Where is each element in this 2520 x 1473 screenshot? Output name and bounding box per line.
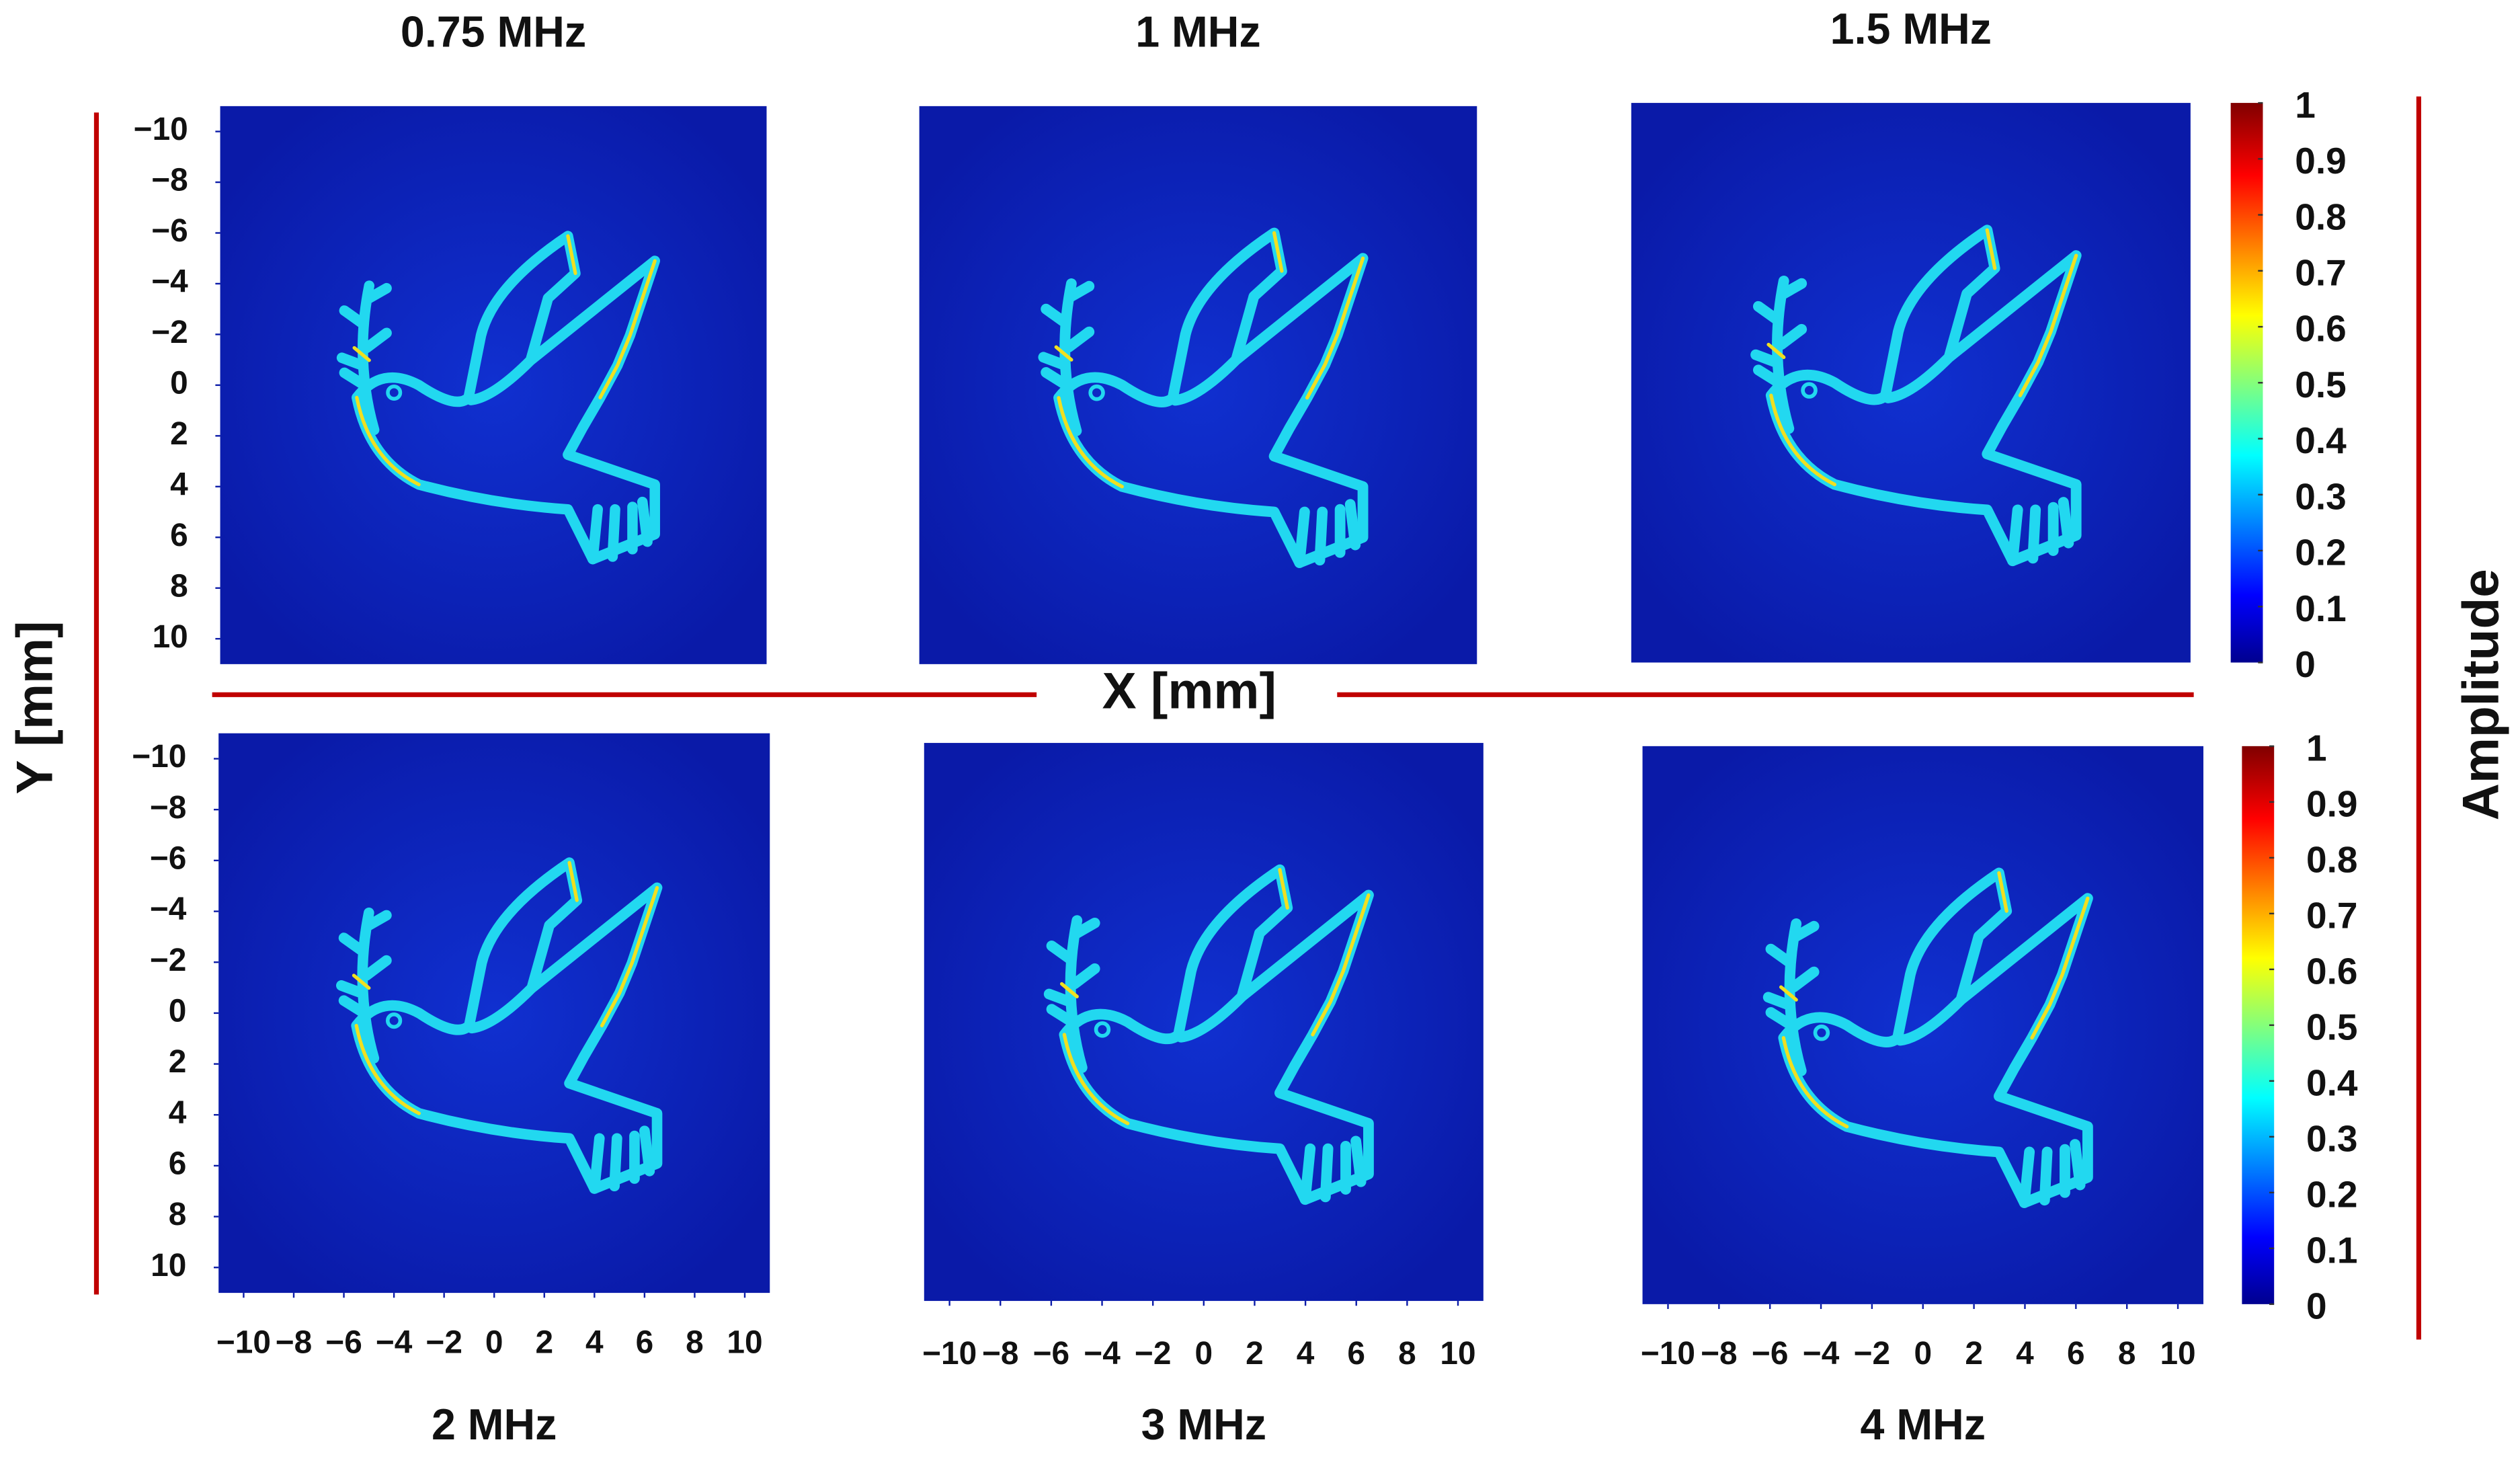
colorbar-tick-label: 0 bbox=[2306, 1285, 2327, 1327]
y-tick-label: −6 bbox=[150, 841, 187, 877]
x-tick-label: −6 bbox=[325, 1324, 362, 1360]
colorbar-tick-label: 0.8 bbox=[2306, 839, 2357, 881]
y-tick-label: −6 bbox=[151, 213, 188, 249]
x-tick-label: 0 bbox=[1914, 1336, 1932, 1371]
colorbar-tick-label: 0.9 bbox=[2306, 783, 2357, 825]
y-tick-label: −2 bbox=[150, 943, 187, 978]
colorbar-tick-label: 0.9 bbox=[2295, 140, 2346, 182]
x-tick-label: 6 bbox=[636, 1324, 654, 1360]
x-tick-label: −6 bbox=[1752, 1336, 1789, 1371]
y-tick-label: 8 bbox=[170, 568, 188, 604]
y-axis-label: Y [mm] bbox=[7, 621, 64, 794]
colorbar-tick-label: 0.7 bbox=[2295, 251, 2346, 293]
x-tick-label: −8 bbox=[982, 1336, 1019, 1371]
colorbar-tick-label: 0.1 bbox=[2295, 588, 2346, 629]
x-tick-label: 2 bbox=[1965, 1336, 1983, 1371]
panel-title: 3 MHz bbox=[1141, 1400, 1266, 1449]
colorbar-tick-label: 1 bbox=[2295, 84, 2316, 126]
x-tick-label: 4 bbox=[585, 1324, 604, 1360]
x-tick-label: −4 bbox=[1084, 1336, 1121, 1371]
colorbar-tick-label: 0.8 bbox=[2295, 196, 2346, 237]
colorbar-tick-label: 0.5 bbox=[2295, 364, 2346, 405]
x-tick-label: 4 bbox=[1297, 1336, 1315, 1371]
colorbar-tick-label: 0.5 bbox=[2306, 1006, 2357, 1048]
colorbar-tick-label: 0.2 bbox=[2306, 1174, 2357, 1216]
colorbar-tick-label: 1 bbox=[2306, 727, 2327, 769]
x-tick-label: 4 bbox=[2016, 1336, 2034, 1371]
panel-title: 4 MHz bbox=[1861, 1400, 1986, 1449]
y-tick-label: 2 bbox=[169, 1044, 187, 1080]
panel-title: 2 MHz bbox=[432, 1400, 557, 1449]
x-tick-label: −4 bbox=[376, 1324, 413, 1360]
colorbar-tick-label: 0.4 bbox=[2295, 420, 2347, 461]
y-tick-label: −8 bbox=[151, 163, 188, 198]
x-tick-label: 2 bbox=[1246, 1336, 1264, 1371]
x-tick-label: −10 bbox=[922, 1336, 977, 1371]
x-tick-label: 2 bbox=[535, 1324, 553, 1360]
colorbar-tick-label: 0.7 bbox=[2306, 895, 2357, 937]
colorbar bbox=[2230, 103, 2263, 663]
colorbar-tick-label: 0.1 bbox=[2306, 1230, 2357, 1271]
x-tick-label: 10 bbox=[2160, 1336, 2195, 1371]
x-tick-label: 6 bbox=[1347, 1336, 1365, 1371]
colorbar-tick-label: 0.6 bbox=[2295, 308, 2346, 350]
x-tick-label: 8 bbox=[1398, 1336, 1416, 1371]
y-tick-label: −10 bbox=[132, 739, 186, 774]
y-tick-label: 6 bbox=[170, 518, 188, 553]
y-tick-label: −4 bbox=[151, 264, 188, 300]
panel-title: 1.5 MHz bbox=[1830, 5, 1992, 53]
colorbar-tick-label: 0.3 bbox=[2295, 475, 2346, 517]
y-tick-label: −8 bbox=[150, 790, 187, 826]
y-tick-label: 4 bbox=[170, 467, 188, 502]
x-tick-label: −2 bbox=[425, 1324, 462, 1360]
x-tick-label: 0 bbox=[1195, 1336, 1213, 1371]
y-tick-label: 2 bbox=[170, 416, 188, 452]
x-tick-label: 8 bbox=[2118, 1336, 2136, 1371]
colorbar bbox=[2242, 746, 2275, 1304]
panel-title: 0.75 MHz bbox=[401, 8, 586, 56]
y-tick-label: −4 bbox=[150, 891, 187, 927]
y-tick-label: 4 bbox=[169, 1095, 187, 1131]
colorbar-tick-label: 0.3 bbox=[2306, 1118, 2357, 1160]
x-tick-label: 6 bbox=[2067, 1336, 2085, 1371]
x-tick-label: −8 bbox=[1701, 1336, 1738, 1371]
y-tick-label: 0 bbox=[169, 994, 187, 1029]
y-tick-label: −10 bbox=[134, 112, 188, 147]
colorbar-label: Amplitude bbox=[2453, 569, 2510, 820]
x-tick-label: −4 bbox=[1803, 1336, 1840, 1371]
x-tick-label: −2 bbox=[1854, 1336, 1891, 1371]
x-tick-label: −8 bbox=[276, 1324, 313, 1360]
colorbar-tick-label: 0.6 bbox=[2306, 951, 2357, 992]
x-tick-label: 10 bbox=[1440, 1336, 1475, 1371]
x-tick-label: −10 bbox=[216, 1324, 271, 1360]
x-tick-label: 10 bbox=[727, 1324, 762, 1360]
x-tick-label: −6 bbox=[1033, 1336, 1070, 1371]
x-tick-label: 8 bbox=[686, 1324, 704, 1360]
y-tick-label: 10 bbox=[153, 619, 188, 655]
y-tick-label: 0 bbox=[170, 365, 188, 401]
panel-title: 1 MHz bbox=[1135, 8, 1260, 56]
y-tick-label: 10 bbox=[151, 1248, 186, 1283]
y-tick-label: 8 bbox=[169, 1197, 187, 1232]
y-tick-label: −2 bbox=[151, 315, 188, 350]
x-axis-label: X [mm] bbox=[1102, 663, 1276, 720]
x-tick-label: −10 bbox=[1641, 1336, 1695, 1371]
y-tick-label: 6 bbox=[169, 1146, 187, 1182]
x-tick-label: −2 bbox=[1135, 1336, 1172, 1371]
colorbar-tick-label: 0.4 bbox=[2306, 1062, 2358, 1104]
x-tick-label: 0 bbox=[485, 1324, 503, 1360]
colorbar-tick-label: 0.2 bbox=[2295, 532, 2346, 573]
colorbar-tick-label: 0 bbox=[2295, 643, 2316, 685]
